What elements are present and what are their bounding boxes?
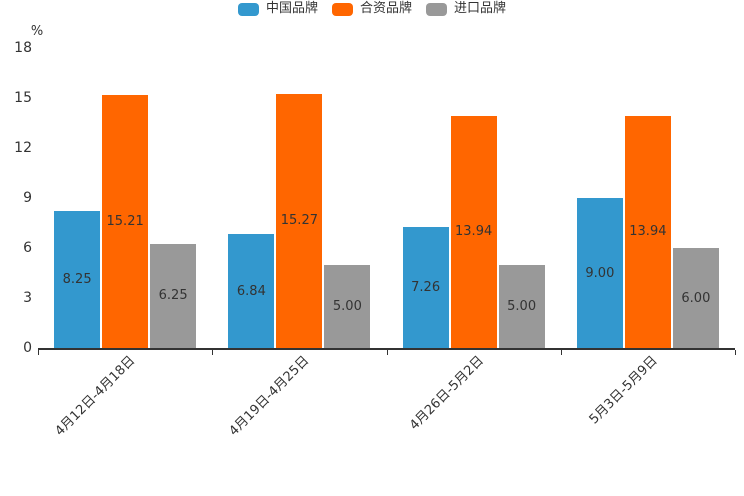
bar-value-label: 15.21	[106, 213, 144, 229]
bar-value-label: 5.00	[332, 298, 362, 314]
x-axis-tick-mark	[560, 350, 562, 355]
y-axis-tick-label: 0	[23, 340, 32, 356]
bar-value-label: 5.00	[507, 298, 537, 314]
y-axis-tick-label: 15	[14, 90, 32, 106]
x-axis-tick-mark	[735, 350, 736, 355]
y-axis-tick-label: 12	[14, 140, 32, 156]
bar-value-label: 6.00	[681, 290, 711, 306]
bar-value-label: 15.27	[280, 213, 318, 229]
legend-swatch-icon	[426, 2, 447, 16]
legend-swatch-icon	[237, 2, 259, 16]
bar-合资品牌-3[interactable]: 13.94	[624, 115, 671, 348]
bar-value-label: 13.94	[629, 224, 667, 240]
bar-value-label: 8.25	[62, 271, 92, 287]
bar-value-label: 9.00	[585, 265, 615, 281]
x-axis-category-label: 4月19日-4月25日	[226, 353, 313, 440]
bar-value-label: 13.94	[455, 224, 493, 240]
bar-进口品牌-1[interactable]: 5.00	[324, 264, 371, 348]
x-axis-category-label: 4月26日-5月2日	[406, 353, 487, 434]
bar-进口品牌-3[interactable]: 6.00	[672, 248, 719, 348]
y-axis-unit-label: %	[30, 24, 44, 39]
bar-中国品牌-0[interactable]: 8.25	[54, 210, 101, 348]
x-axis-tick-mark	[38, 350, 39, 355]
x-axis-line	[38, 348, 735, 350]
bar-中国品牌-1[interactable]: 6.84	[228, 234, 275, 348]
x-axis-category-label: 4月12日-4月18日	[52, 353, 139, 440]
bar-value-label: 6.25	[158, 288, 188, 304]
bar-value-label: 6.84	[236, 283, 266, 299]
legend-item-0[interactable]: 中国品牌	[237, 1, 318, 16]
bar-合资品牌-2[interactable]: 13.94	[450, 115, 497, 348]
legend-swatch-icon	[331, 2, 353, 16]
bar-合资品牌-0[interactable]: 15.21	[102, 94, 149, 348]
x-axis-tick-mark	[386, 350, 388, 355]
legend-item-1[interactable]: 合资品牌	[331, 1, 412, 16]
y-axis-tick-label: 9	[23, 190, 32, 206]
legend-item-label: 合资品牌	[359, 1, 412, 16]
bar-合资品牌-1[interactable]: 15.27	[276, 93, 323, 348]
y-axis-tick-label: 18	[14, 40, 32, 56]
bar-value-label: 7.26	[411, 280, 441, 295]
legend-item-2[interactable]: 进口品牌	[426, 2, 506, 16]
y-axis-tick-label: 6	[23, 240, 32, 256]
bar-中国品牌-3[interactable]: 9.00	[576, 198, 623, 348]
legend-item-label: 进口品牌	[454, 1, 507, 16]
legend: 中国品牌 合资品牌 进口品牌	[0, 0, 744, 18]
x-axis-category-label: 5月3日-5月9日	[586, 353, 661, 428]
bar-进口品牌-2[interactable]: 5.00	[498, 264, 545, 348]
bar-进口品牌-0[interactable]: 6.25	[150, 243, 197, 348]
bar-中国品牌-2[interactable]: 7.26	[402, 227, 449, 348]
legend-item-label: 中国品牌	[265, 1, 318, 16]
y-axis-tick-label: 3	[23, 290, 32, 306]
x-axis-tick-mark	[212, 350, 214, 355]
